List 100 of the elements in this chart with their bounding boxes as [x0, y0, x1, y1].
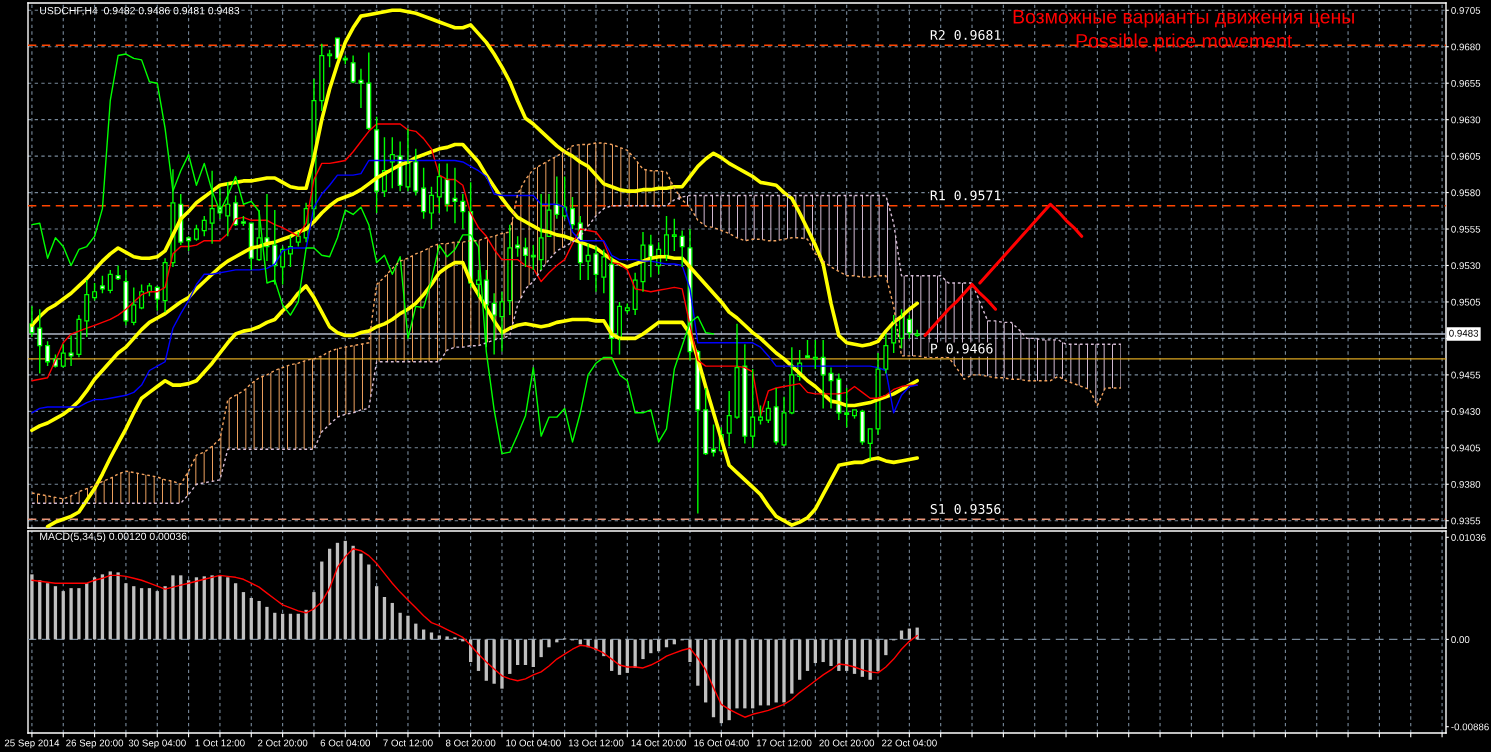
x-tick-label: 30 Sep 04:00	[128, 739, 186, 749]
ref-line-label: R1 0.9571	[930, 190, 1001, 201]
bar	[77, 588, 81, 640]
bar	[766, 639, 770, 706]
candlestick	[773, 387, 779, 446]
bar	[782, 639, 786, 703]
candlestick	[538, 193, 544, 271]
ref-line-label: 0.9483	[1449, 329, 1479, 337]
line-series	[978, 202, 1084, 285]
x-tick-label: 16 Oct 04:00	[694, 739, 749, 747]
ref-line-label: R2 0.9681	[930, 29, 1001, 40]
x-tick-label: 20 Oct 20:00	[819, 739, 875, 747]
candlestick	[225, 181, 231, 238]
candlestick	[593, 245, 599, 293]
x-tick-label: 2 Oct 20:00	[257, 739, 308, 747]
bar	[351, 545, 355, 640]
candlestick	[436, 162, 442, 214]
x-tick-label: 1 Oct 12:00	[195, 739, 245, 747]
candlestick	[76, 314, 82, 359]
x-tick-label: 7 Oct 12:00	[383, 739, 433, 747]
candlestick	[460, 193, 466, 230]
bar	[312, 592, 316, 640]
bar	[398, 612, 402, 640]
y-tick-label: 0.9380	[1451, 480, 1481, 488]
bar	[688, 639, 692, 663]
candlestick	[350, 54, 356, 83]
candlestick	[632, 272, 638, 316]
candlestick	[272, 209, 278, 286]
y-tick-label: 0.00	[1451, 636, 1470, 644]
bar	[508, 639, 512, 674]
bar	[429, 632, 434, 640]
y-tick-label: 0.9405	[1451, 444, 1481, 452]
candlestick	[671, 218, 677, 252]
ref-line-label: S1 0.9356	[930, 503, 1001, 514]
y-tick-label: 0.01036	[1451, 534, 1486, 541]
bar	[743, 639, 747, 709]
candlestick	[640, 231, 646, 293]
y-tick-label: 0.9430	[1451, 408, 1481, 415]
candlestick	[828, 366, 834, 410]
y-tick-label: 0.9555	[1451, 225, 1481, 233]
bar	[69, 588, 73, 640]
bar	[798, 639, 802, 680]
x-tick-label: 14 Oct 20:00	[631, 739, 687, 747]
x-tick-label: 8 Oct 20:00	[445, 739, 496, 747]
candlestick	[820, 339, 826, 410]
bar	[547, 639, 551, 648]
y-tick-label: 0.9530	[1451, 262, 1481, 270]
line-series	[923, 282, 998, 338]
bar	[257, 600, 261, 640]
candlestick	[522, 237, 528, 268]
y-tick-label: 0.9680	[1451, 43, 1481, 51]
y-tick-label: 0.9630	[1451, 116, 1481, 124]
candlestick	[499, 291, 505, 353]
bar	[758, 639, 763, 706]
line-series	[30, 8, 919, 348]
candlestick	[444, 162, 450, 213]
candlestick	[389, 136, 395, 189]
line-series	[31, 548, 918, 718]
x-tick-label: 25 Sep 2014	[4, 739, 60, 749]
candlestick	[366, 51, 372, 130]
bar	[492, 639, 496, 684]
bar	[641, 639, 645, 660]
bar	[805, 639, 810, 671]
candlestick	[405, 127, 411, 192]
candlestick	[483, 269, 489, 348]
bar	[374, 586, 379, 640]
candlestick	[663, 215, 669, 262]
bar	[790, 639, 794, 694]
bar	[249, 598, 253, 640]
candlestick	[648, 234, 654, 278]
bar	[821, 639, 825, 663]
bar	[265, 606, 269, 640]
annotation: Possible price movement	[1076, 33, 1293, 52]
bar	[829, 639, 833, 666]
bar	[390, 602, 394, 640]
x-tick-label: 6 Oct 04:00	[320, 739, 371, 747]
candlestick	[914, 328, 920, 337]
bar	[132, 586, 136, 640]
bar	[382, 597, 387, 640]
y-tick-label: -0.00886	[1451, 723, 1489, 731]
bar	[218, 575, 222, 640]
x-tick-label: 17 Oct 12:00	[756, 739, 812, 747]
bar	[445, 636, 449, 640]
bar	[163, 586, 167, 640]
bar	[210, 575, 214, 640]
candlestick	[209, 170, 215, 245]
bar	[516, 639, 520, 666]
candlestick	[609, 256, 615, 356]
chart-title: USDCHF,H4 0.9482 0.9486 0.9481 0.9483	[40, 6, 240, 16]
bar	[108, 571, 112, 640]
candlestick	[358, 67, 364, 109]
y-tick-label: 0.9505	[1451, 298, 1481, 306]
bar	[61, 591, 65, 640]
candlestick	[883, 333, 889, 375]
y-tick-label: 0.9705	[1451, 7, 1481, 14]
candlestick	[452, 167, 458, 224]
ref-line-label: P 0.9466	[931, 343, 993, 354]
bar	[304, 609, 308, 640]
candlestick	[334, 37, 340, 60]
bar	[45, 583, 50, 640]
